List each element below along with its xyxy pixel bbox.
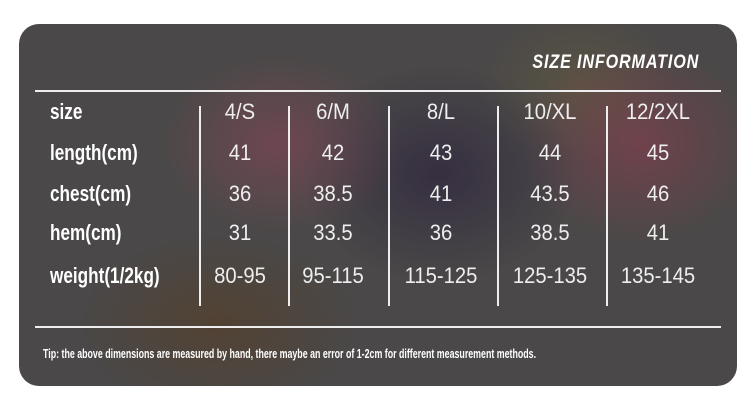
column-divider <box>199 106 201 306</box>
table-cell: 95-115 <box>302 263 364 288</box>
column-divider <box>606 106 608 306</box>
bottom-divider <box>35 326 721 328</box>
table-cell: 8/L <box>426 99 456 124</box>
row-label: weight(1/2kg) <box>50 263 160 288</box>
table-cell: 46 <box>646 181 670 206</box>
table-cell: 41 <box>429 181 453 206</box>
table-cell: 41 <box>646 220 670 245</box>
row-label: length(cm) <box>50 140 138 165</box>
column-divider <box>497 106 499 306</box>
table-cell: 12/2XL <box>625 99 691 124</box>
table-cell: 38.5 <box>313 181 353 206</box>
table-cell: 42 <box>321 140 345 165</box>
table-cell: 45 <box>646 140 670 165</box>
column-divider <box>288 106 290 306</box>
table-cell: 41 <box>228 140 252 165</box>
row-label: size <box>50 99 83 124</box>
table-cell: 38.5 <box>530 220 570 245</box>
table-cell: 33.5 <box>313 220 353 245</box>
table-cell: 6/M <box>316 99 350 124</box>
table-cell: 36 <box>429 220 453 245</box>
table-cell: 80-95 <box>214 263 266 288</box>
table-cell: 115-125 <box>404 263 478 288</box>
top-divider <box>35 90 721 92</box>
row-label: hem(cm) <box>50 220 122 245</box>
tip-text: Tip: the above dimensions are measured b… <box>43 346 537 361</box>
table-cell: 44 <box>538 140 562 165</box>
table-cell: 31 <box>228 220 252 245</box>
row-label: chest(cm) <box>50 181 132 206</box>
table-cell: 43.5 <box>530 181 570 206</box>
table-cell: 135-145 <box>620 263 696 288</box>
column-divider <box>388 106 390 306</box>
size-chart-card: SIZE INFORMATION size 4/S 6/M 8/L 10/XL 12/2X… <box>19 24 737 386</box>
table-cell: 125-135 <box>512 263 588 288</box>
table-cell: 4/S <box>224 99 256 124</box>
table-cell: 10/XL <box>523 99 577 124</box>
table-cell: 36 <box>228 181 252 206</box>
size-information-title: SIZE INFORMATION <box>532 52 699 73</box>
table-cell: 43 <box>429 140 453 165</box>
